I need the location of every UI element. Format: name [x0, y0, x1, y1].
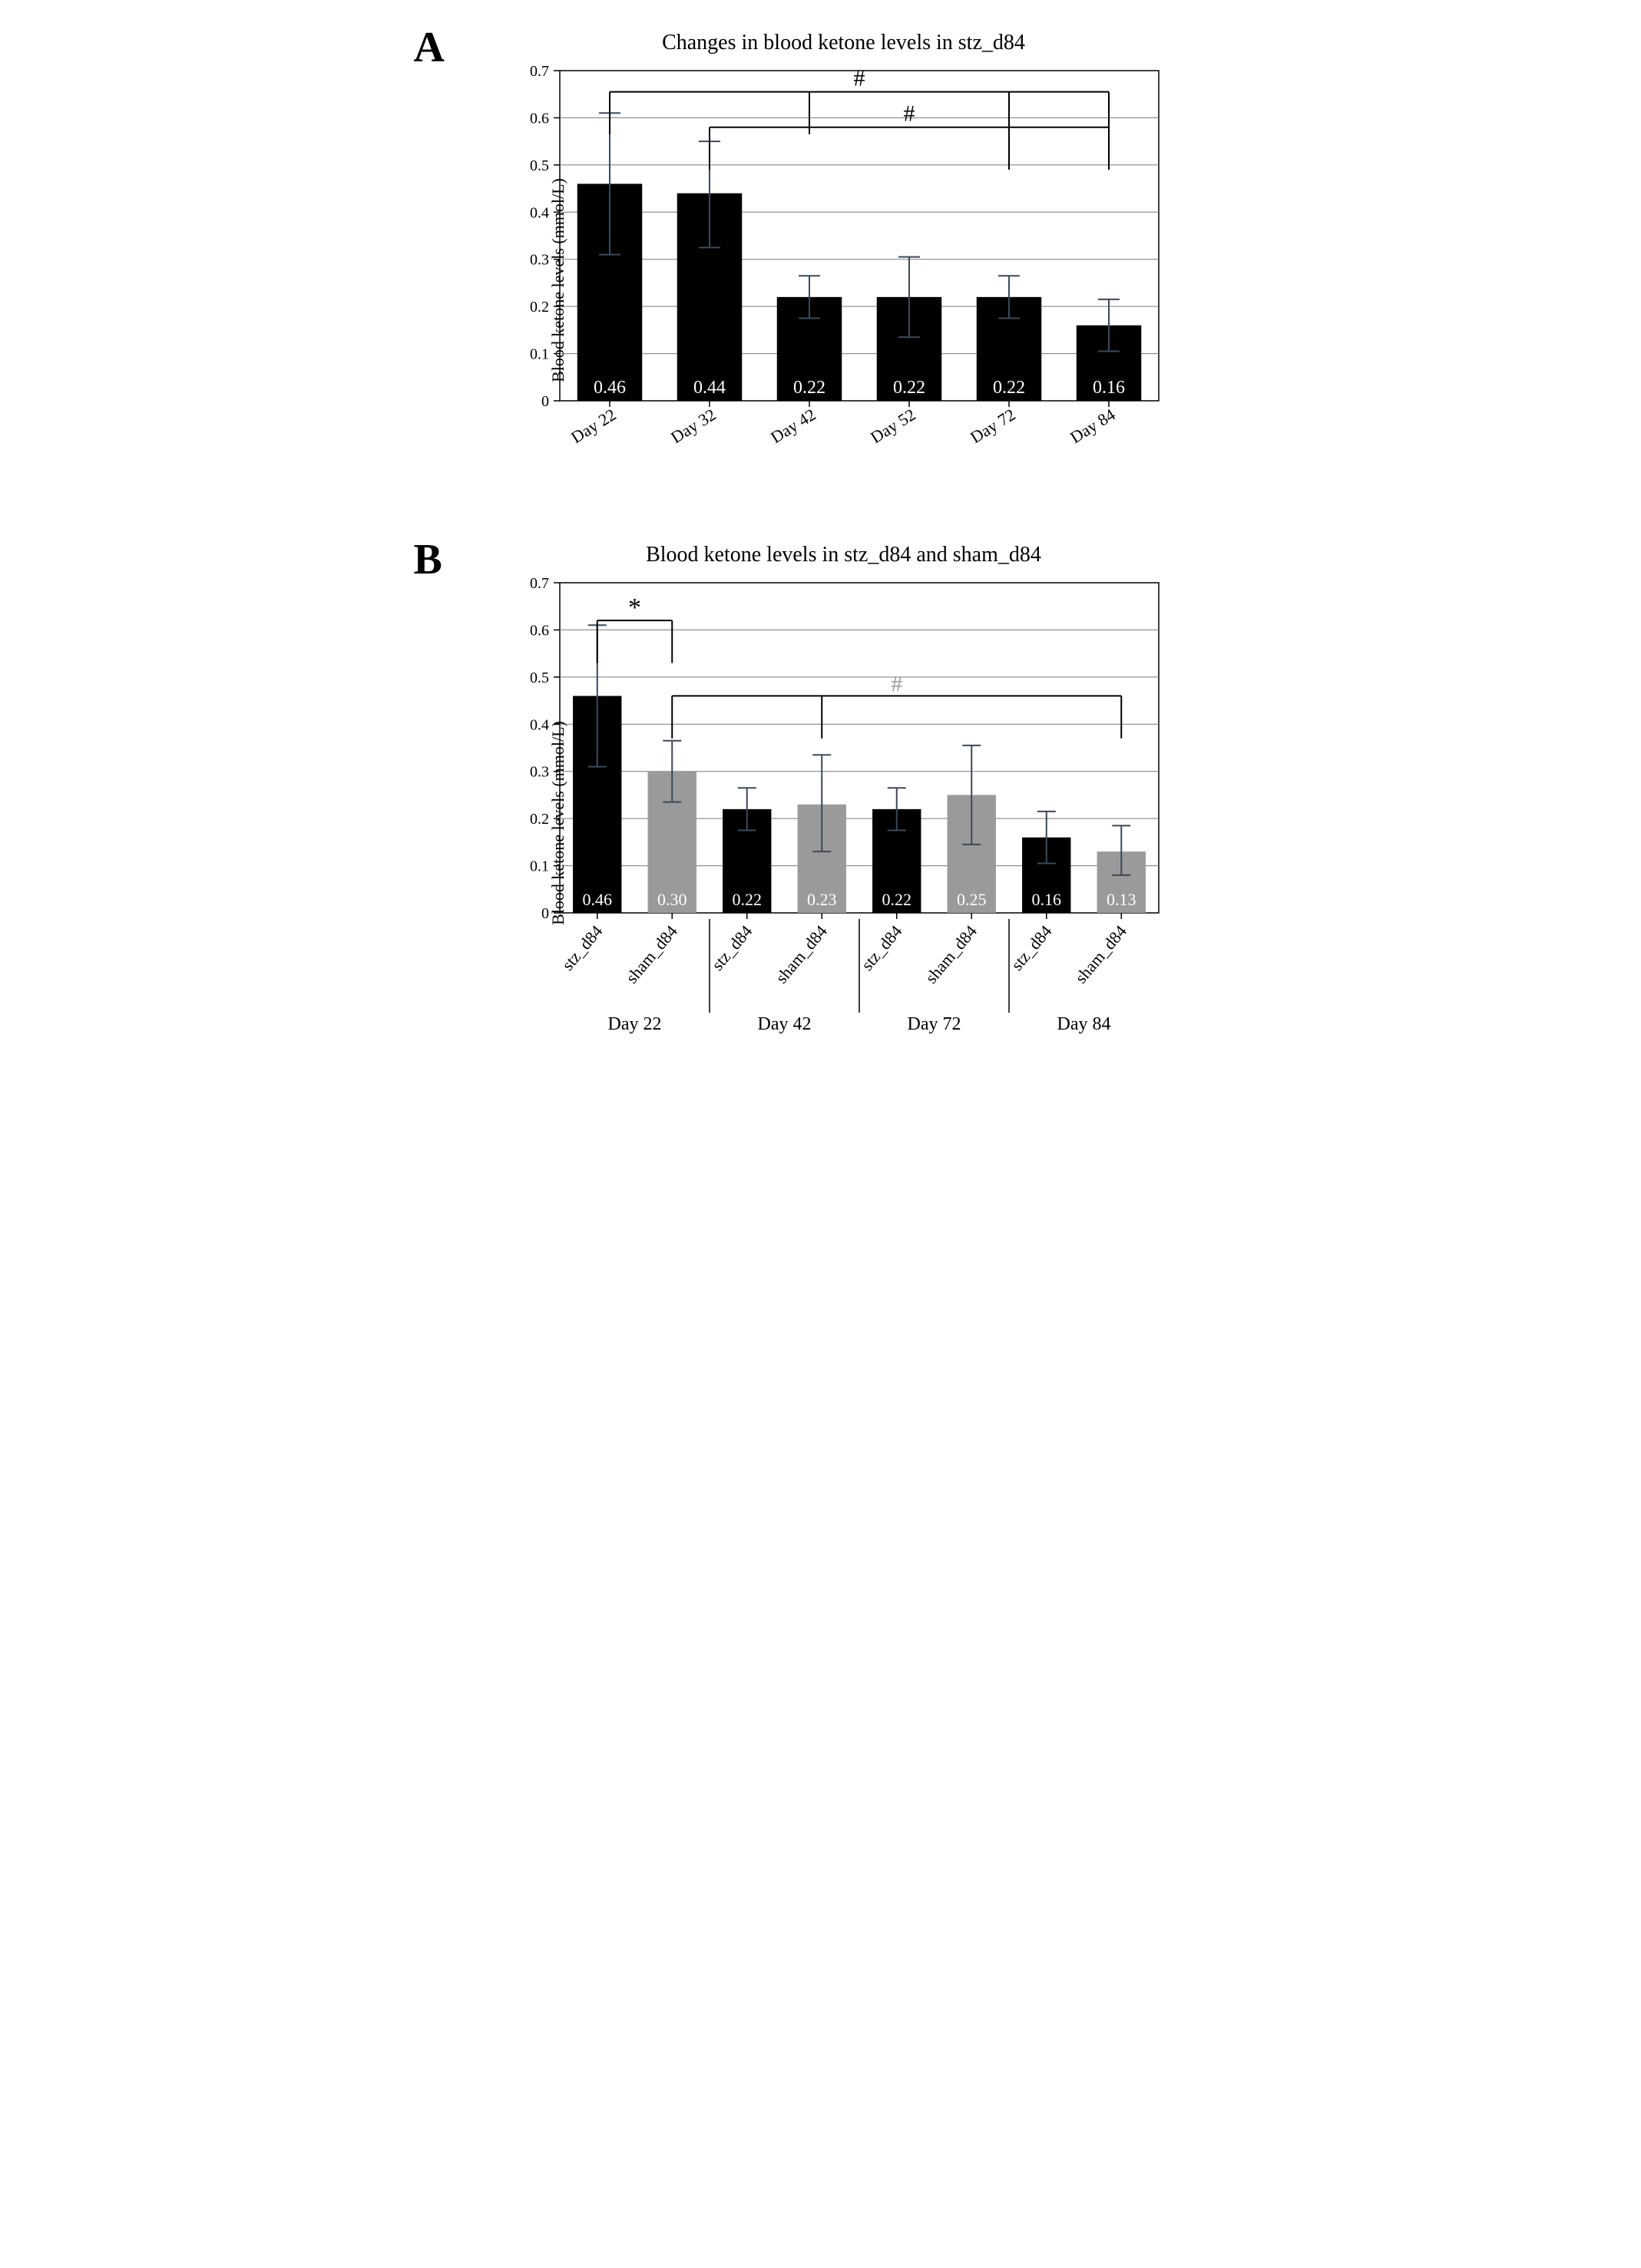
ytick-label: 0.7	[530, 63, 549, 80]
x-label: sham_d84	[771, 921, 830, 987]
group-label: Day 42	[757, 1014, 811, 1034]
sig-label: *	[628, 593, 641, 622]
x-label: sham_d84	[921, 921, 980, 987]
x-label: Day 22	[567, 405, 619, 447]
sig-label: #	[853, 66, 865, 91]
x-label: Day 72	[966, 405, 1018, 447]
ytick-label: 0.2	[530, 299, 549, 316]
ytick-label: 0.1	[530, 346, 549, 363]
plot-area	[560, 71, 1159, 401]
x-label: stz_d84	[557, 921, 606, 974]
x-label: stz_d84	[857, 921, 905, 974]
figure: A Changes in blood ketone levels in stz_…	[437, 31, 1205, 1070]
x-label: stz_d84	[707, 921, 756, 974]
panel-b-label: B	[414, 535, 442, 584]
panel-b: B Blood ketone levels in stz_d84 and sha…	[437, 543, 1205, 1070]
sig-label: #	[903, 101, 915, 127]
ytick-label: 0.6	[530, 622, 549, 639]
ytick-label: 0.4	[530, 204, 549, 221]
x-label: sham_d84	[1070, 921, 1130, 987]
ytick-label: 0.3	[530, 764, 549, 781]
panel-b-chart: 00.10.20.30.40.50.60.70.46stz_d840.30sha…	[506, 575, 1182, 1066]
x-label: Day 52	[866, 405, 918, 447]
bar-value: 0.22	[882, 890, 911, 909]
panel-a-label: A	[414, 23, 445, 72]
group-label: Day 72	[907, 1014, 961, 1034]
x-label: sham_d84	[621, 921, 680, 987]
bar-value: 0.23	[807, 890, 837, 909]
ytick-label: 0.3	[530, 252, 549, 269]
ytick-label: 0.2	[530, 811, 549, 828]
panel-a-chart: 0 0.1 0.2 0.3 0.4 0.5 0.6 0.7 0.46 Day 22 0.44 Day …	[506, 63, 1182, 493]
bar-value: 0.22	[993, 378, 1025, 398]
ytick-label: 0.6	[530, 110, 549, 127]
ytick-label: 0.1	[530, 858, 549, 875]
group-label: Day 22	[607, 1014, 661, 1034]
x-label: stz_d84	[1007, 921, 1055, 974]
panel-a: A Changes in blood ketone levels in stz_…	[437, 31, 1205, 497]
panel-a-ylabel: Blood ketone levels (mmol/L)	[548, 178, 567, 382]
group-label: Day 84	[1057, 1014, 1110, 1034]
panel-b-ylabel: Blood ketone levels (mmol/L)	[548, 721, 567, 925]
bar-value: 0.25	[957, 890, 987, 909]
panel-a-chart-wrap: Blood ketone levels (mmol/L) 00.10.20.30…	[506, 63, 1205, 497]
bar-value: 0.22	[732, 890, 762, 909]
x-label: Day 42	[766, 405, 819, 447]
panel-b-chart-wrap: Blood ketone levels (mmol/L) 00.10.20.30…	[506, 575, 1205, 1070]
bar-value: 0.44	[693, 378, 726, 398]
ytick-label: 0.4	[530, 716, 549, 733]
x-label: Day 32	[667, 405, 719, 447]
panel-b-title: Blood ketone levels in stz_d84 and sham_…	[483, 543, 1205, 567]
bar-value: 0.30	[657, 890, 687, 909]
bar-value: 0.22	[793, 378, 825, 398]
bar-value: 0.13	[1107, 890, 1136, 909]
bar-value: 0.46	[582, 890, 612, 909]
ytick-label: 0.5	[530, 157, 549, 174]
sig-label: #	[891, 671, 902, 696]
panel-a-title: Changes in blood ketone levels in stz_d8…	[483, 31, 1205, 55]
bar-value: 0.16	[1093, 378, 1125, 398]
bar-value: 0.22	[893, 378, 925, 398]
ytick-label: 0.5	[530, 669, 549, 686]
ytick-label: 0	[541, 393, 549, 410]
x-label: Day 84	[1066, 405, 1118, 447]
bar-value: 0.46	[594, 378, 626, 398]
bar-value: 0.16	[1031, 890, 1061, 909]
ytick-label: 0.7	[530, 575, 549, 592]
